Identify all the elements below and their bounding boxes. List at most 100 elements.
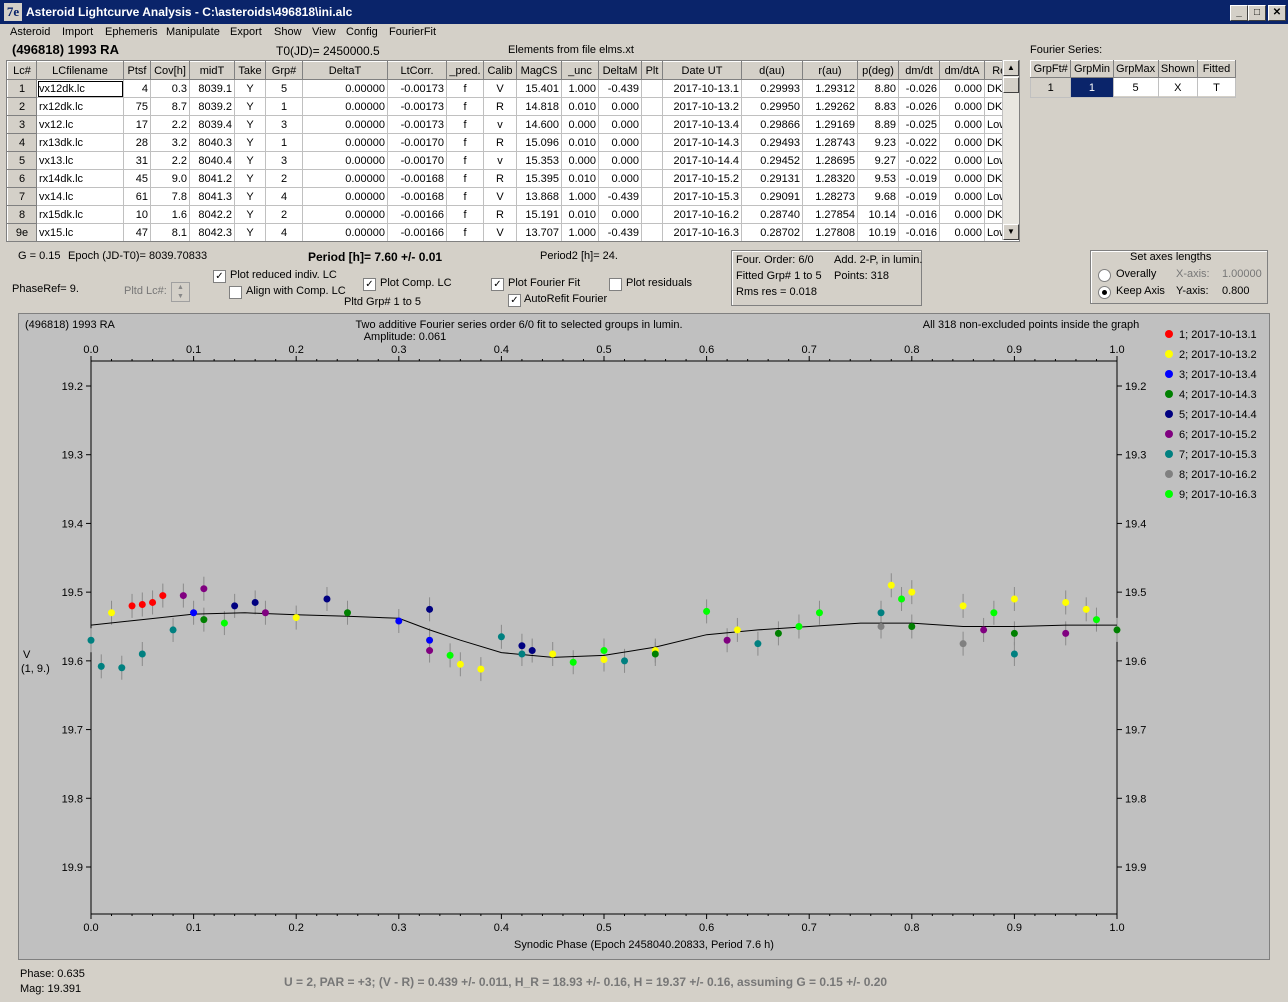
table-cell[interactable] (641, 115, 663, 134)
table-cell[interactable]: -0.016 (898, 205, 940, 224)
column-header[interactable]: _unc (561, 61, 599, 80)
table-cell[interactable]: 8042.2 (189, 205, 235, 224)
table-cell[interactable]: 1.28273 (802, 187, 858, 206)
table-cell[interactable]: 0.000 (939, 169, 985, 188)
table-cell[interactable]: Y (234, 79, 266, 98)
plot-reduced-checkbox[interactable]: ✓ (213, 270, 226, 283)
table-cell[interactable]: 8041.2 (189, 169, 235, 188)
table-cell[interactable]: 45 (123, 169, 151, 188)
lightcurve-plot[interactable]: 0.0 0.0 0.1 0.1 0.2 0.2 0.3 0.3 0.4 0.4 0.5 0.5 0.6 0… (18, 313, 1270, 960)
table-cell[interactable]: -0.025 (898, 115, 940, 134)
table-cell[interactable]: 75 (123, 97, 151, 116)
table-cell[interactable] (641, 169, 663, 188)
table-cell[interactable]: 0.000 (598, 97, 642, 116)
table-cell[interactable]: -0.019 (898, 169, 940, 188)
table-cell[interactable]: -0.00173 (387, 97, 447, 116)
table-cell[interactable]: 0.00000 (302, 97, 388, 116)
table-cell[interactable]: 0.00000 (302, 115, 388, 134)
table-cell[interactable]: R (483, 133, 517, 152)
table-cell[interactable]: 2017-10-13.2 (662, 97, 742, 116)
table-cell[interactable]: 14.818 (516, 97, 562, 116)
table-cell[interactable]: 0.000 (939, 151, 985, 170)
menu-fourierfit[interactable]: FourierFit (389, 26, 437, 38)
plot-canvas[interactable]: 0.0 0.0 0.1 0.1 0.2 0.2 0.3 0.3 0.4 0.4 0.5 0.5 0.6 0… (19, 314, 1269, 959)
table-cell[interactable]: Y (234, 133, 266, 152)
table-cell[interactable]: 8040.4 (189, 151, 235, 170)
table-cell[interactable]: 0.000 (561, 115, 599, 134)
table-cell[interactable]: 0.000 (598, 151, 642, 170)
table-cell[interactable]: 2017-10-14.3 (662, 133, 742, 152)
table-cell[interactable] (641, 205, 663, 224)
table-cell[interactable]: 2017-10-16.3 (662, 223, 742, 241)
table-cell[interactable]: 2017-10-14.4 (662, 151, 742, 170)
table-cell[interactable]: -0.019 (898, 187, 940, 206)
table-cell[interactable]: -0.00170 (387, 133, 447, 152)
table-cell[interactable]: 0.29950 (741, 97, 803, 116)
table-cell[interactable]: 1.28695 (802, 151, 858, 170)
table-cell[interactable]: rx12dk.lc (36, 97, 124, 116)
column-header[interactable]: Lc# (7, 61, 37, 80)
column-header[interactable]: Date UT (662, 61, 742, 80)
table-cell[interactable]: Y (234, 187, 266, 206)
table-cell[interactable]: f (446, 133, 484, 152)
table-cell[interactable]: 10.14 (857, 205, 899, 224)
row-header[interactable]: 4 (7, 133, 37, 152)
table-cell[interactable]: 15.096 (516, 133, 562, 152)
table-cell[interactable]: 0.3 (150, 79, 190, 98)
table-cell[interactable]: V (483, 79, 517, 98)
column-header[interactable]: LtCorr. (387, 61, 447, 80)
table-cell[interactable]: 0.00000 (302, 223, 388, 241)
column-header[interactable]: Take (234, 61, 266, 80)
table-cell[interactable]: 8039.2 (189, 97, 235, 116)
table-cell[interactable]: -0.00166 (387, 223, 447, 241)
table-cell[interactable]: 47 (123, 223, 151, 241)
column-header[interactable]: Grp# (265, 61, 303, 80)
menu-config[interactable]: Config (346, 26, 378, 38)
table-cell[interactable]: 3.2 (150, 133, 190, 152)
table-scrollbar[interactable]: ▲ ▼ (1002, 60, 1019, 240)
column-header[interactable]: dm/dtA (939, 61, 985, 80)
title-bar[interactable]: 7e Asteroid Lightcurve Analysis - C:\ast… (0, 0, 1288, 24)
fourier-column-header[interactable]: GrpMax (1112, 60, 1159, 78)
table-cell[interactable]: rx13dk.lc (36, 133, 124, 152)
table-cell[interactable] (641, 187, 663, 206)
table-cell[interactable]: 2.2 (150, 151, 190, 170)
menu-export[interactable]: Export (230, 26, 262, 38)
table-cell[interactable]: 2017-10-13.1 (662, 79, 742, 98)
minimize-icon[interactable]: _ (1230, 5, 1248, 21)
table-row[interactable]: 6 rx14dk.lc 45 9.0 8041.2 Y 2 0.00000 -0.00168 f R… (7, 169, 1019, 188)
column-header[interactable]: Cov[h] (150, 61, 190, 80)
table-cell[interactable]: 8039.1 (189, 79, 235, 98)
table-cell[interactable]: 14.600 (516, 115, 562, 134)
scroll-thumb[interactable] (1003, 77, 1019, 93)
table-cell[interactable]: 1.6 (150, 205, 190, 224)
fourier-column-header[interactable]: Fitted (1196, 60, 1237, 78)
table-cell[interactable]: 2 (265, 205, 303, 224)
menu-asteroid[interactable]: Asteroid (10, 26, 51, 38)
table-cell[interactable]: 1.27854 (802, 205, 858, 224)
column-header[interactable]: LCfilename (36, 61, 124, 80)
menu-import[interactable]: Import (62, 26, 94, 38)
table-cell[interactable] (641, 223, 663, 241)
table-cell[interactable]: 17 (123, 115, 151, 134)
table-cell[interactable]: -0.00168 (387, 169, 447, 188)
column-header[interactable]: r(au) (802, 61, 858, 80)
table-row[interactable]: 5 vx13.lc 31 2.2 8040.4 Y 3 0.00000 -0.00170 f v 15… (7, 151, 1019, 170)
table-cell[interactable]: 0.000 (939, 133, 985, 152)
table-cell[interactable]: 1 (265, 97, 303, 116)
table-cell[interactable]: 3 (265, 115, 303, 134)
table-cell[interactable]: 8041.3 (189, 187, 235, 206)
menu-manipulate[interactable]: Manipulate (166, 26, 220, 38)
table-cell[interactable]: 2017-10-15.3 (662, 187, 742, 206)
table-cell[interactable]: vx14.lc (36, 187, 124, 206)
column-header[interactable]: midT (189, 61, 235, 80)
table-cell[interactable]: -0.022 (898, 151, 940, 170)
table-cell[interactable]: vx12.lc (36, 115, 124, 134)
table-cell[interactable]: 1.000 (561, 79, 599, 98)
table-cell[interactable]: 0.010 (561, 97, 599, 116)
fourier-cell[interactable]: 1 (1070, 77, 1114, 98)
table-cell[interactable]: 0.29091 (741, 187, 803, 206)
plot-comp-checkbox[interactable]: ✓ (363, 278, 376, 291)
column-header[interactable]: d(au) (741, 61, 803, 80)
table-cell[interactable]: 0.010 (561, 133, 599, 152)
